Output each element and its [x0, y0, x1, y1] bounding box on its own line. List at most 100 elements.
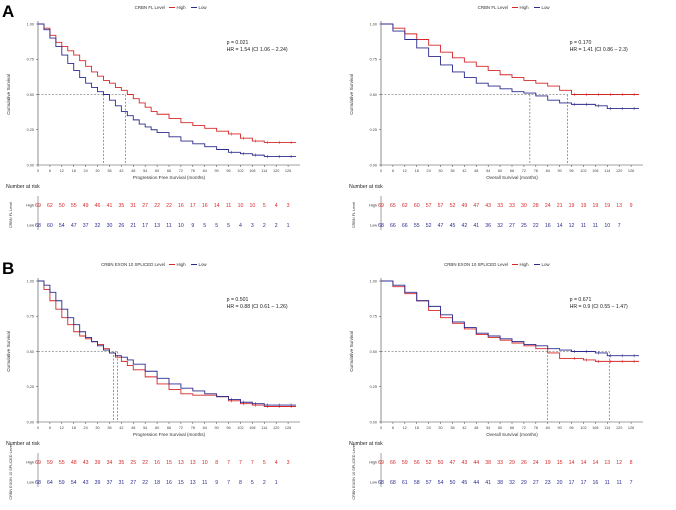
- risk-count-low: 17: [142, 223, 148, 229]
- y-tick-label: 0.00: [370, 163, 377, 167]
- y-tick-label: 0.75: [370, 315, 377, 319]
- risk-count-low: 60: [47, 223, 53, 229]
- risk-count-low: 68: [35, 480, 41, 486]
- x-tick-label: 114: [604, 426, 610, 430]
- risk-count-low: 1: [275, 480, 278, 486]
- risk-count-high: 47: [450, 460, 456, 466]
- risk-count-low: 8: [239, 480, 242, 486]
- risk-count-high: 19: [604, 203, 610, 209]
- legend-label-high: High: [177, 262, 187, 267]
- x-tick-label: 102: [580, 169, 586, 173]
- risk-count-low: 17: [569, 480, 575, 486]
- risk-count-high: 21: [557, 203, 563, 209]
- risk-count-high: 11: [226, 203, 231, 209]
- x-tick-label: 6: [49, 169, 51, 173]
- risk-count-high: 24: [533, 460, 539, 466]
- risk-count-high: 16: [178, 203, 184, 209]
- x-tick-label: 12: [60, 426, 64, 430]
- risk-count-high: 29: [509, 460, 515, 466]
- y-tick-label: 0.25: [27, 128, 34, 132]
- x-tick-label: 78: [191, 169, 195, 173]
- x-tick-label: 0: [37, 426, 39, 430]
- risk-count-high: 26: [521, 460, 527, 466]
- x-tick-label: 60: [498, 169, 502, 173]
- risk-count-high: 69: [378, 203, 384, 209]
- risk-count-low: 39: [95, 480, 101, 486]
- x-tick-label: 114: [261, 169, 267, 173]
- legend-label-high: High: [520, 5, 530, 10]
- risk-count-high: 10: [238, 203, 244, 209]
- risk-count-low: 68: [378, 223, 384, 229]
- x-tick-label: 12: [403, 169, 407, 173]
- y-axis-label: Cumulative Survival: [349, 74, 354, 115]
- risk-count-high: 62: [47, 203, 53, 209]
- x-tick-label: 78: [534, 169, 538, 173]
- risk-count-low: 11: [581, 223, 586, 229]
- risk-count-high: 3: [287, 460, 290, 466]
- p-value: p = 0.021: [227, 40, 249, 46]
- x-tick-label: 84: [203, 426, 207, 430]
- km-curve-low: [38, 23, 297, 157]
- x-tick-label: 108: [249, 426, 255, 430]
- x-tick-label: 126: [285, 426, 291, 430]
- risk-count-low: 54: [438, 480, 444, 486]
- x-tick-label: 120: [273, 169, 279, 173]
- risk-count-low: 22: [533, 223, 539, 229]
- risk-count-high: 35: [118, 460, 124, 466]
- x-tick-label: 36: [107, 426, 111, 430]
- x-tick-label: 60: [155, 169, 159, 173]
- risk-count-high: 38: [485, 460, 491, 466]
- x-tick-label: 72: [522, 169, 526, 173]
- x-tick-label: 0: [37, 169, 39, 173]
- risk-count-high: 10: [249, 203, 255, 209]
- risk-count-low: 7: [618, 223, 621, 229]
- risk-count-high: 59: [47, 460, 53, 466]
- risk-count-high: 14: [569, 460, 575, 466]
- risk-count-high: 5: [263, 203, 266, 209]
- x-axis-label: Overall Survival (months): [486, 175, 538, 180]
- x-tick-label: 66: [167, 426, 171, 430]
- x-tick-label: 36: [450, 169, 454, 173]
- x-axis-label: Progression Free Survival (months): [133, 175, 206, 180]
- x-tick-label: 96: [569, 169, 573, 173]
- risk-count-high: 16: [154, 460, 160, 466]
- risk-count-low: 37: [107, 480, 113, 486]
- risk-row-label-high: High: [369, 203, 377, 207]
- risk-count-high: 9: [630, 203, 633, 209]
- x-tick-label: 84: [546, 426, 550, 430]
- x-tick-label: 42: [462, 426, 466, 430]
- risk-row-label-high: High: [26, 203, 34, 207]
- hazard-ratio: HR = 1.54 (CI 1.06 – 2.24): [227, 47, 288, 53]
- risk-count-low: 9: [215, 480, 218, 486]
- hazard-ratio: HR = 1.41 (CI 0.86 – 2.3): [570, 47, 628, 53]
- risk-row-label-high: High: [26, 460, 34, 464]
- y-tick-label: 0.50: [370, 350, 377, 354]
- risk-count-high: 52: [426, 460, 432, 466]
- risk-table-title: Number at risk: [6, 441, 40, 447]
- risk-count-high: 13: [190, 460, 196, 466]
- risk-count-low: 47: [438, 223, 444, 229]
- risk-count-high: 52: [450, 203, 456, 209]
- risk-count-low: 20: [557, 480, 563, 486]
- x-tick-label: 96: [226, 169, 230, 173]
- x-tick-label: 102: [580, 426, 586, 430]
- x-tick-label: 72: [522, 426, 526, 430]
- chart-title: CRBN FL Level: [135, 5, 165, 10]
- risk-count-high: 69: [35, 203, 41, 209]
- x-tick-label: 126: [628, 169, 634, 173]
- risk-count-high: 49: [83, 203, 89, 209]
- y-tick-label: 1.00: [27, 279, 34, 283]
- x-tick-label: 48: [474, 426, 478, 430]
- risk-count-low: 59: [59, 480, 65, 486]
- x-tick-label: 18: [415, 169, 419, 173]
- risk-count-low: 11: [605, 480, 610, 486]
- y-tick-label: 1.00: [27, 22, 34, 26]
- risk-count-low: 36: [485, 223, 491, 229]
- x-tick-label: 102: [237, 426, 243, 430]
- p-value: p = 0.501: [227, 297, 249, 303]
- risk-count-low: 44: [473, 480, 479, 486]
- legend-label-high: High: [177, 5, 187, 10]
- risk-count-low: 54: [71, 480, 77, 486]
- risk-count-high: 7: [227, 460, 230, 466]
